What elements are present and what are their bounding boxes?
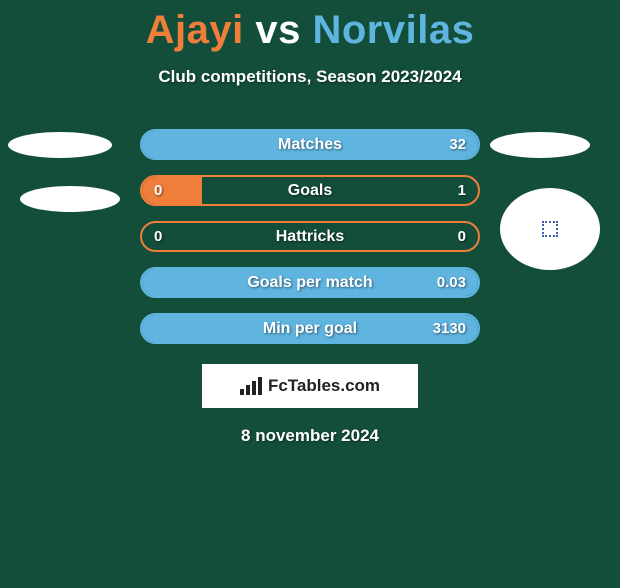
stat-label: Goals [142, 182, 478, 200]
brand-chart-icon [240, 377, 262, 395]
stat-label: Hattricks [142, 228, 478, 246]
stat-label: Min per goal [142, 320, 478, 338]
stat-value-right: 32 [449, 136, 466, 153]
vs-separator: vs [244, 8, 313, 52]
brand-banner: FcTables.com [202, 364, 418, 408]
stat-value-right: 1 [458, 182, 466, 199]
stat-value-right: 0.03 [437, 274, 466, 291]
decoration-ellipse-left-2 [20, 186, 120, 212]
stat-row: 0Goals1 [140, 175, 480, 206]
page-title: Ajayi vs Norvilas [0, 8, 620, 53]
date-label: 8 november 2024 [0, 426, 620, 446]
stat-label: Matches [142, 136, 478, 154]
decoration-badge-right [500, 188, 600, 270]
badge-inner-icon [542, 221, 558, 237]
player2-name: Norvilas [312, 8, 474, 52]
stat-value-right: 0 [458, 228, 466, 245]
stat-row: Matches32 [140, 129, 480, 160]
stat-row: 0Hattricks0 [140, 221, 480, 252]
brand-text: FcTables.com [268, 376, 380, 396]
subtitle: Club competitions, Season 2023/2024 [0, 67, 620, 87]
stat-value-right: 3130 [433, 320, 466, 337]
decoration-ellipse-right-1 [490, 132, 590, 158]
stat-label: Goals per match [142, 274, 478, 292]
stat-row: Goals per match0.03 [140, 267, 480, 298]
stat-row: Min per goal3130 [140, 313, 480, 344]
player1-name: Ajayi [146, 8, 244, 52]
decoration-ellipse-left-1 [8, 132, 112, 158]
